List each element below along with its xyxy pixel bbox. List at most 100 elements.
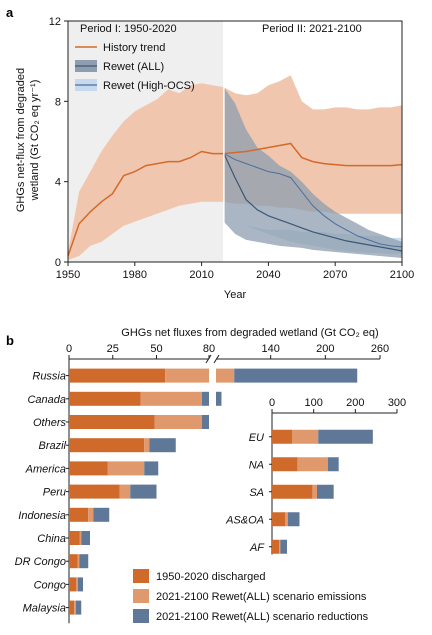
region-bar-segment <box>317 484 334 499</box>
country-bar-segment <box>154 415 202 429</box>
country-bar-segment <box>69 507 89 522</box>
axis-ticks: 1950 1980 2010 2040 2070 2100 0 4 8 12 <box>49 16 414 281</box>
region-bar-segment <box>279 539 281 554</box>
legend-rewet-high-label: Rewet (High-OCS) <box>103 80 195 92</box>
country-bar-segment <box>81 531 90 545</box>
country-bar-segment <box>69 600 75 615</box>
country-bar-segment <box>69 415 155 429</box>
legend-emissions-swatch <box>133 589 149 603</box>
legend-a: History trend Rewet (ALL) Rewet (High-OC… <box>75 42 195 92</box>
country-bar-segment <box>216 391 222 406</box>
region-bar-segment <box>272 429 292 444</box>
region-bar-segment <box>292 429 319 444</box>
panel-b-title: GHGs net fluxes from degraded wetland (G… <box>121 327 378 339</box>
country-bar-segment <box>74 600 76 615</box>
legend-discharged-label: 1950-2020 discharged <box>156 571 265 583</box>
country-bar-segment <box>88 507 94 522</box>
country-x-tick-label: 0 <box>66 343 72 355</box>
region-bar-segment <box>272 484 313 499</box>
region-label: SA <box>249 487 264 499</box>
country-label: China <box>37 533 66 545</box>
country-bar-segment <box>69 391 141 406</box>
y-axis-title-line1: GHGs net-flux from degraded <box>15 68 27 212</box>
country-label: Russia <box>32 371 66 383</box>
country-bar-segment <box>69 368 166 383</box>
legend-history-label: History trend <box>103 42 165 54</box>
x-tick-label: 2010 <box>189 269 213 281</box>
country-x-tick-label: 50 <box>150 343 162 355</box>
region-x-tick-label: 300 <box>388 397 406 409</box>
country-label: Malaysia <box>23 603 66 615</box>
country-bar-segment <box>77 577 83 592</box>
region-label: AS&OA <box>225 514 264 526</box>
country-bar-segment <box>144 438 150 453</box>
country-bar-segment <box>77 554 80 569</box>
legend-discharged-swatch <box>133 569 149 583</box>
region-x-tick-label: 100 <box>304 397 322 409</box>
country-bar-segment <box>93 507 110 522</box>
country-label: Brazil <box>38 440 66 452</box>
country-bar-segment <box>149 438 176 453</box>
panel-a-chart: 1950 1980 2010 2040 2070 2100 0 4 8 12 Period I: … <box>15 16 414 301</box>
country-bar-segment <box>119 484 131 499</box>
country-x-tick-label: 25 <box>107 343 119 355</box>
period-1-label: Period I: 1950-2020 <box>80 23 177 35</box>
region-bar-segment <box>280 539 287 554</box>
y-tick-label: 8 <box>55 96 61 108</box>
country-label: DR Congo <box>15 556 66 568</box>
panel-b-letter: b <box>6 333 14 348</box>
region-bar-segment <box>297 457 328 472</box>
country-bar-segment <box>69 531 80 545</box>
y-tick-label: 4 <box>55 177 61 189</box>
x-tick-label: 1950 <box>56 269 80 281</box>
country-bar-segment <box>76 577 78 592</box>
y-tick-label: 12 <box>49 16 61 28</box>
region-bar-segment <box>285 512 288 527</box>
region-label: NA <box>249 459 264 471</box>
history-trend-line <box>67 142 403 257</box>
region-x-tick-label: 0 <box>269 397 275 409</box>
legend-reductions-label: 2021-2100 Rewet(ALL) scenario reductions <box>156 611 369 623</box>
rewet-all-line <box>223 153 403 252</box>
region-bars: EU NA SA AS&OA AF <box>225 429 373 554</box>
region-bar-segment <box>318 429 373 444</box>
country-bar-segment <box>76 600 82 615</box>
country-bar-segment <box>69 461 108 476</box>
country-label: Peru <box>43 487 66 499</box>
rewet-high-ocs-line <box>223 153 403 248</box>
country-bar-segment <box>216 368 235 383</box>
country-bar-segment <box>79 531 82 545</box>
region-bar-segment <box>272 539 280 554</box>
axis-break-mark <box>213 354 220 364</box>
country-bar-segment <box>140 391 202 406</box>
legend-reductions-swatch <box>133 609 149 623</box>
panel-b-chart: GHGs net fluxes from degraded wetland (G… <box>15 327 406 624</box>
country-bar-segment <box>69 484 120 499</box>
region-bar-segment <box>327 457 339 472</box>
panel-a-letter: a <box>6 5 14 20</box>
country-x-tick-label: 80 <box>203 343 215 355</box>
country-bar-segment <box>69 577 76 592</box>
legend-emissions-label: 2021-2100 Rewet(ALL) scenario emissions <box>156 591 367 603</box>
country-bars: Russia Canada Others Brazil America Peru Indon… <box>15 368 358 615</box>
country-x-tick-label: 260 <box>371 343 389 355</box>
region-x-tick-label: 200 <box>346 397 364 409</box>
y-tick-label: 0 <box>55 257 61 269</box>
legend-b: 1950-2020 discharged 2021-2100 Rewet(ALL… <box>133 569 369 623</box>
country-bar-segment <box>202 415 209 429</box>
country-bar-segment <box>107 461 145 476</box>
country-label: America <box>25 463 66 475</box>
trend-lines <box>67 142 403 257</box>
x-tick-label: 2070 <box>323 269 347 281</box>
country-bar-segment <box>165 368 209 383</box>
region-bar-segment <box>272 512 286 527</box>
country-bar-segment <box>69 438 145 453</box>
plot-frame <box>67 20 403 263</box>
x-axis-title: Year <box>224 289 247 301</box>
y-axis-title-line2: wetland (Gt CO₂ eq yr⁻¹) <box>29 80 41 202</box>
country-label: Canada <box>27 394 66 406</box>
country-bar-segment <box>234 368 358 383</box>
region-label: AF <box>249 542 265 554</box>
period-2-label: Period II: 2021-2100 <box>262 23 362 35</box>
country-bar-segment <box>79 554 89 569</box>
